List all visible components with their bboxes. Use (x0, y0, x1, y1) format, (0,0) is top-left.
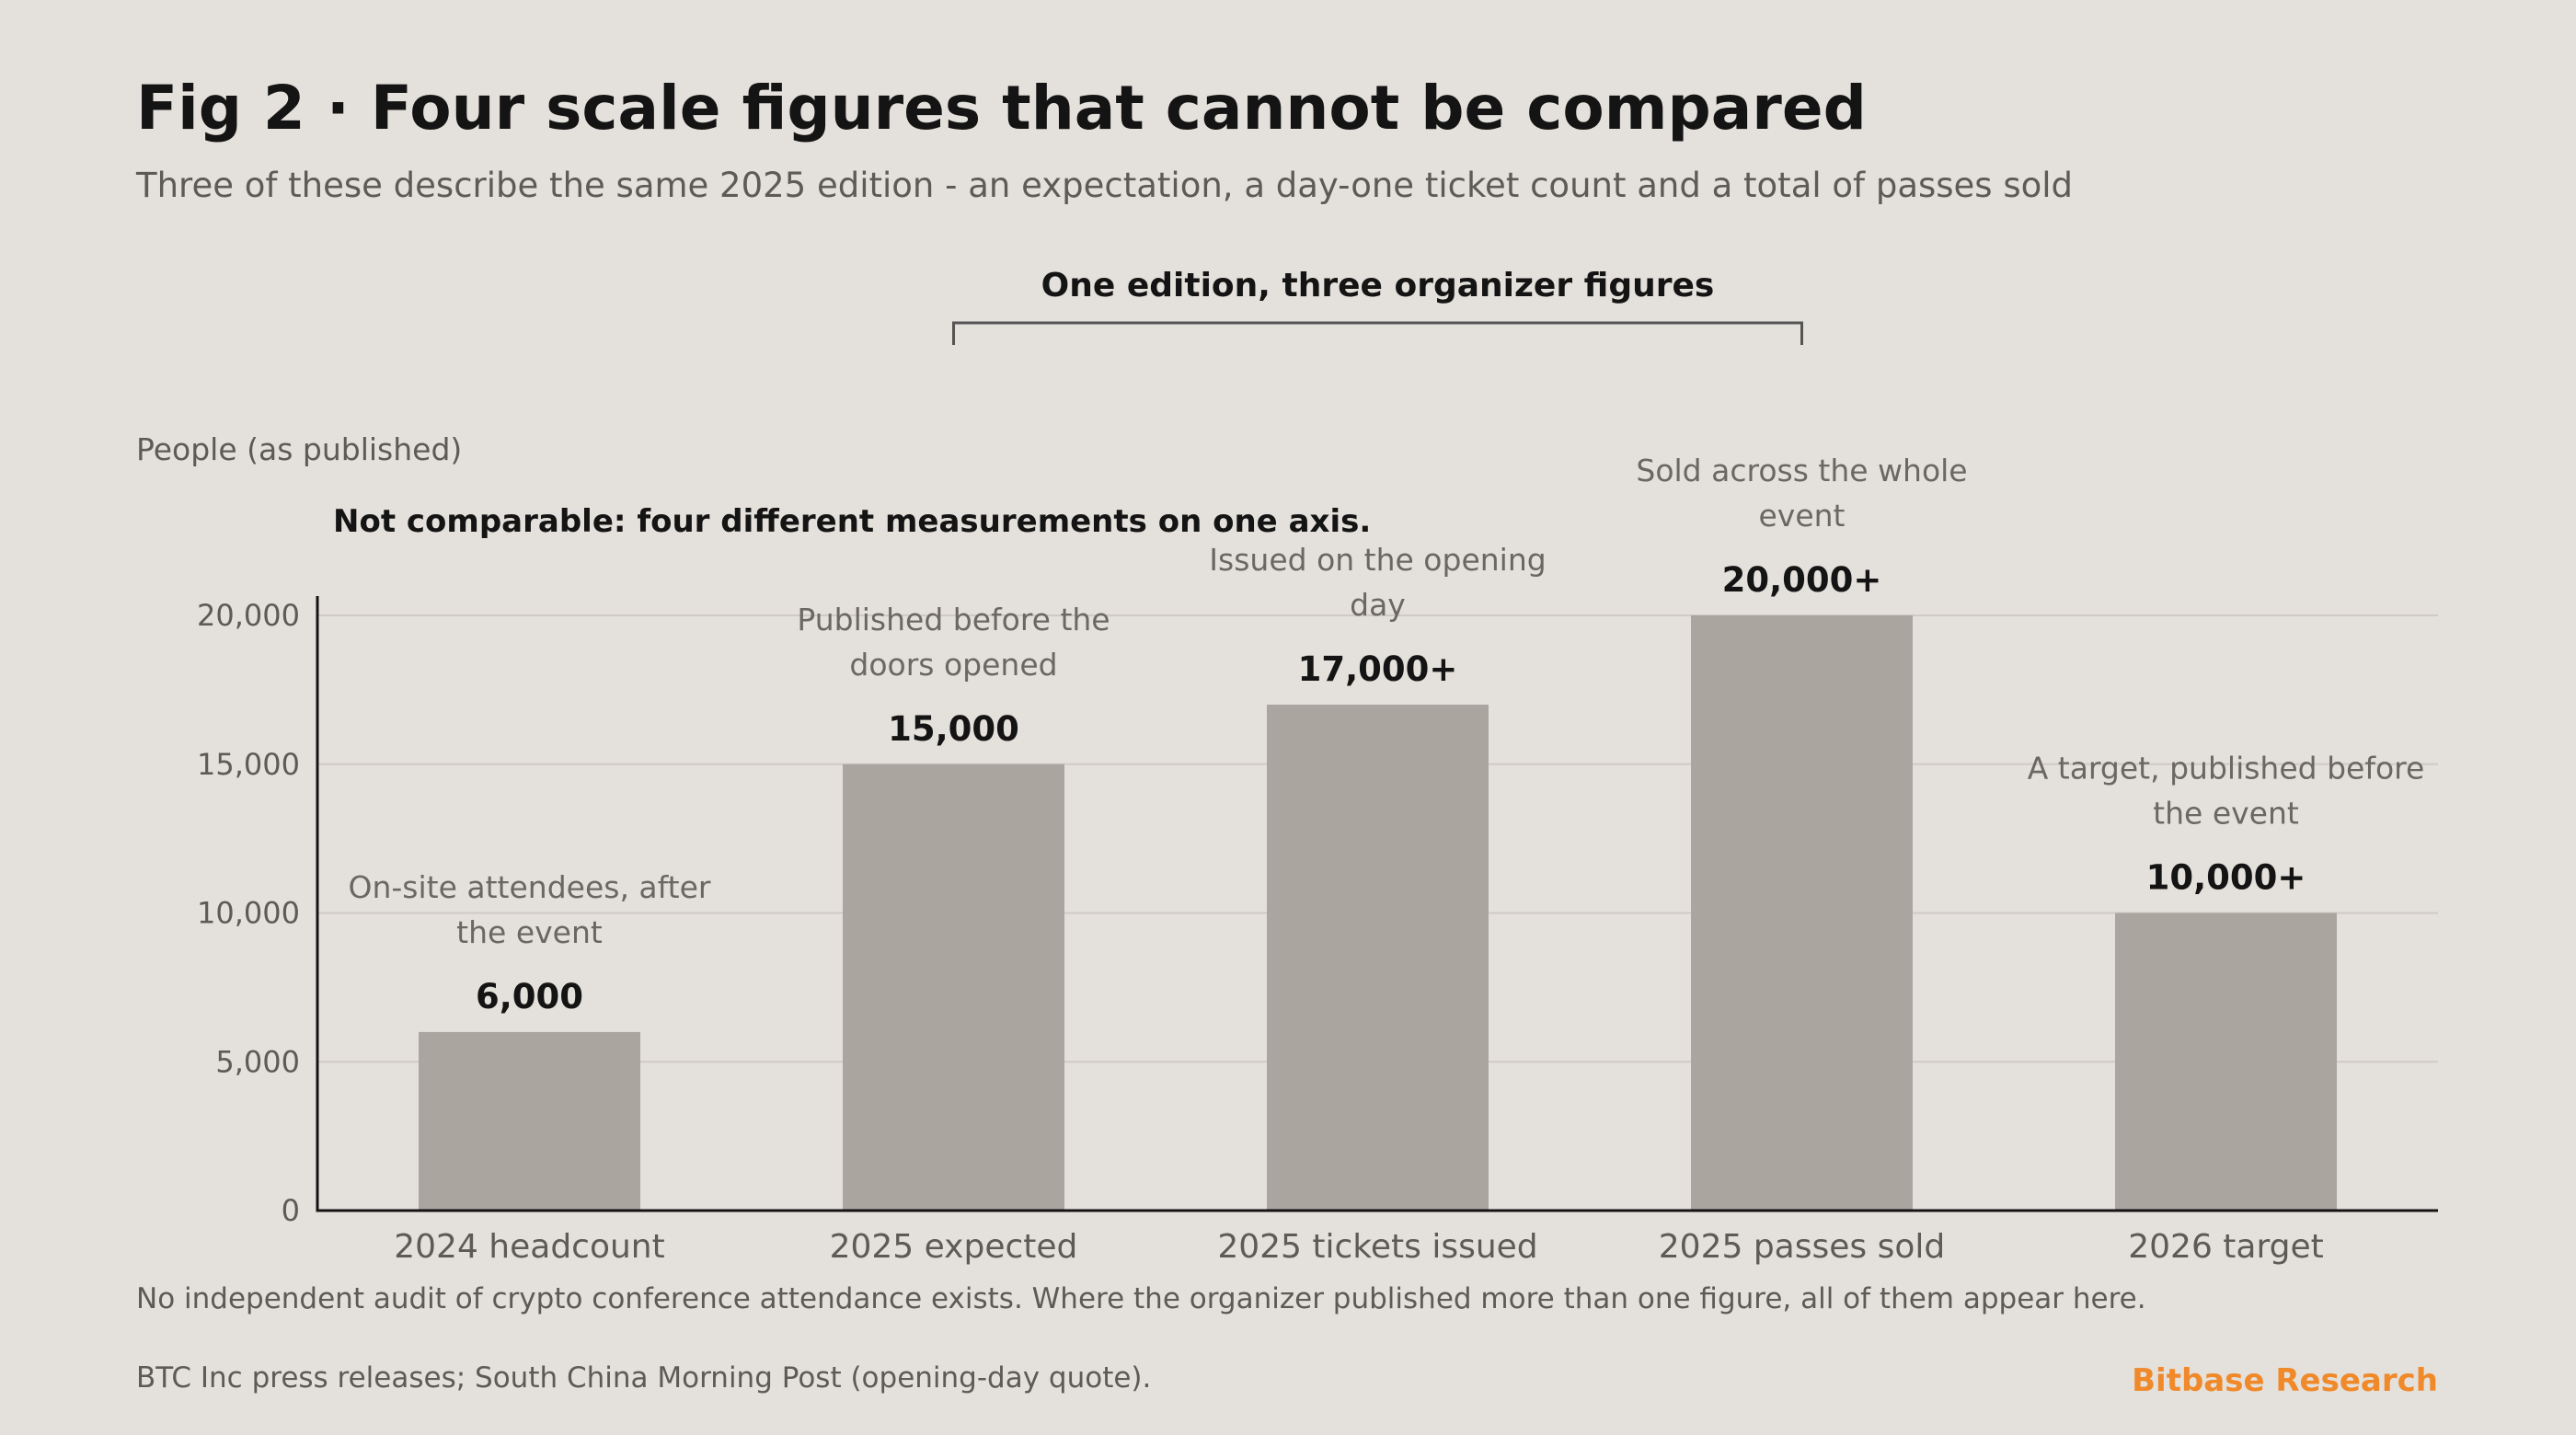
y-axis-label: People (as published) (136, 431, 462, 467)
footnote: No independent audit of crypto conferenc… (136, 1282, 2146, 1315)
data-label: 17,000+ (1298, 649, 1458, 689)
axes (316, 596, 2438, 1212)
y-tick-label: 0 (282, 1193, 300, 1228)
edition-bracket (952, 321, 1803, 345)
x-tick-label: 2026 target (2128, 1228, 2324, 1266)
bracket-label: One edition, three organizer figures (1041, 267, 1715, 304)
y-tick-label: 20,000 (197, 598, 300, 633)
bar-annotation: the event (456, 914, 603, 950)
data-label: 10,000+ (2146, 858, 2306, 898)
bar (843, 763, 1064, 1211)
comparability-callout: Not comparable: four different measureme… (333, 503, 1371, 540)
x-tick-label: 2024 headcount (394, 1228, 665, 1266)
bracket-line (952, 321, 1803, 345)
data-label: 20,000+ (1722, 560, 1882, 600)
bar-annotation: event (1759, 498, 1846, 534)
brand-logo: Bitbase Research (2132, 1362, 2438, 1399)
bar-annotation: Issued on the opening (1209, 542, 1546, 578)
source-note: BTC Inc press releases; South China Morn… (136, 1361, 1151, 1395)
bar-annotation: Sold across the whole (1636, 453, 1967, 488)
bar-annotation: On-site attendees, after (348, 869, 710, 905)
data-label: 15,000 (888, 709, 1019, 749)
x-tick-label: 2025 expected (830, 1228, 1078, 1266)
x-tick-label: 2025 tickets issued (1217, 1228, 1537, 1266)
bar (419, 1031, 640, 1211)
bar-annotation: doors opened (849, 647, 1057, 683)
bar-annotation: A target, published before (2028, 751, 2425, 786)
chart-subtitle: Three of these describe the same 2025 ed… (135, 166, 2073, 205)
y-tick-label: 5,000 (215, 1044, 300, 1079)
bar-annotation: day (1350, 587, 1406, 623)
bars (419, 615, 2337, 1211)
bar-annotation: Published before the (797, 602, 1110, 637)
bar (1267, 705, 1489, 1211)
y-ticks: 0 5,000 10,000 15,000 20,000 (197, 598, 300, 1228)
y-tick-label: 10,000 (197, 896, 300, 931)
bar (1691, 615, 1913, 1211)
bar-labels: 2024 headcount 6,000 On-site attendees, af… (348, 453, 2424, 1266)
x-tick-label: 2025 passes sold (1659, 1228, 1945, 1266)
y-tick-label: 15,000 (197, 747, 300, 782)
bar (2115, 913, 2337, 1211)
bar-annotation: the event (2153, 796, 2299, 832)
chart-title: Fig 2 · Four scale figures that cannot b… (136, 73, 1867, 144)
data-label: 6,000 (476, 977, 583, 1016)
